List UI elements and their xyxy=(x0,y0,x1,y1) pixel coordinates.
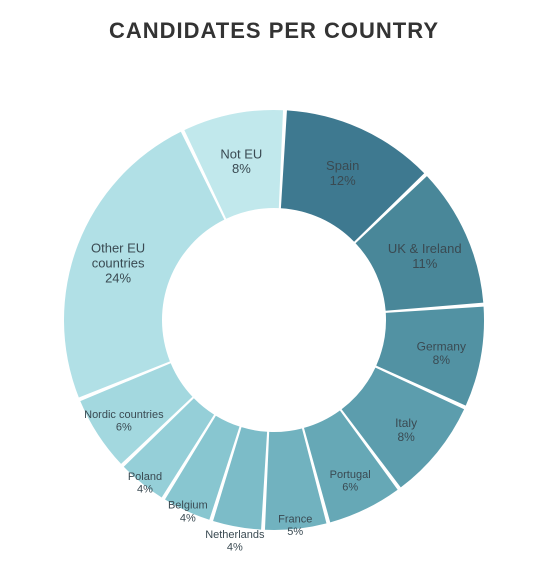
chart-container: CANDIDATES PER COUNTRY Spain12%UK & Irel… xyxy=(0,0,548,583)
slice-label: Netherlands4% xyxy=(205,529,265,554)
slice-label: Spain12% xyxy=(326,158,359,188)
chart-title: CANDIDATES PER COUNTRY xyxy=(0,18,548,44)
donut-chart: Spain12%UK & Ireland11%Germany8%Italy8%P… xyxy=(0,60,548,580)
slice-label: Italy8% xyxy=(395,416,417,444)
